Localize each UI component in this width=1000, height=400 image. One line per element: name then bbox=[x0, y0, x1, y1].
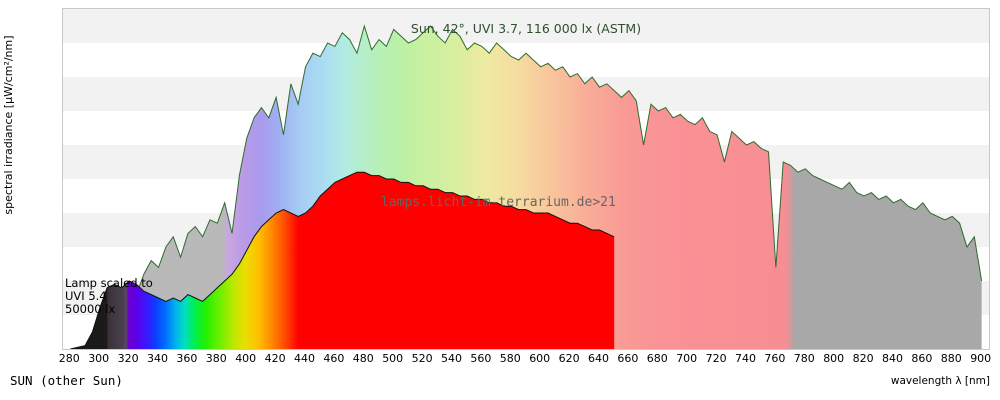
x-tick-320: 320 bbox=[117, 352, 139, 365]
plot-area: Sun, 42°, UVI 3.7, 116 000 lx (ASTM) lam… bbox=[62, 8, 990, 350]
x-tick-280: 280 bbox=[58, 352, 80, 365]
x-tick-600: 600 bbox=[529, 352, 551, 365]
x-tick-400: 400 bbox=[235, 352, 257, 365]
x-tick-560: 560 bbox=[470, 352, 492, 365]
x-tick-520: 520 bbox=[411, 352, 433, 365]
x-tick-460: 460 bbox=[323, 352, 345, 365]
spectrum-plot bbox=[70, 24, 983, 349]
x-tick-860: 860 bbox=[911, 352, 933, 365]
x-tick-880: 880 bbox=[940, 352, 962, 365]
x-tick-760: 760 bbox=[764, 352, 786, 365]
x-tick-620: 620 bbox=[558, 352, 580, 365]
x-tick-480: 480 bbox=[352, 352, 374, 365]
x-tick-360: 360 bbox=[176, 352, 198, 365]
x-tick-340: 340 bbox=[147, 352, 168, 365]
x-axis-label: wavelength λ [nm] bbox=[890, 375, 990, 387]
x-tick-740: 740 bbox=[735, 352, 756, 365]
x-axis-ticks: 280 300 320 340 360 380 400 420 440 460 480 500 520 5… bbox=[58, 352, 992, 370]
x-tick-800: 800 bbox=[823, 352, 845, 365]
x-tick-680: 680 bbox=[646, 352, 668, 365]
sun-title: Sun, 42°, UVI 3.7, 116 000 lx (ASTM) bbox=[410, 21, 642, 36]
x-tick-640: 640 bbox=[588, 352, 609, 365]
x-tick-380: 380 bbox=[205, 352, 227, 365]
x-tick-420: 420 bbox=[264, 352, 286, 365]
x-tick-700: 700 bbox=[676, 352, 698, 365]
footer-label: SUN (other Sun) bbox=[10, 373, 123, 388]
lamp-label: Lamp scaled to UVI 5.4 50000 lx bbox=[65, 276, 153, 316]
grid-band bbox=[63, 9, 989, 43]
x-tick-540: 540 bbox=[441, 352, 462, 365]
x-tick-900: 900 bbox=[970, 352, 992, 365]
x-tick-840: 840 bbox=[882, 352, 903, 365]
x-tick-780: 780 bbox=[793, 352, 815, 365]
x-tick-300: 300 bbox=[88, 352, 110, 365]
watermark-label: lamps.licht-im-terrarium.de>21 bbox=[381, 195, 616, 210]
x-tick-500: 500 bbox=[382, 352, 404, 365]
x-tick-720: 720 bbox=[705, 352, 727, 365]
x-tick-660: 660 bbox=[617, 352, 639, 365]
x-tick-580: 580 bbox=[499, 352, 521, 365]
lamp-series bbox=[70, 171, 615, 349]
x-tick-820: 820 bbox=[852, 352, 874, 365]
x-tick-440: 440 bbox=[294, 352, 315, 365]
